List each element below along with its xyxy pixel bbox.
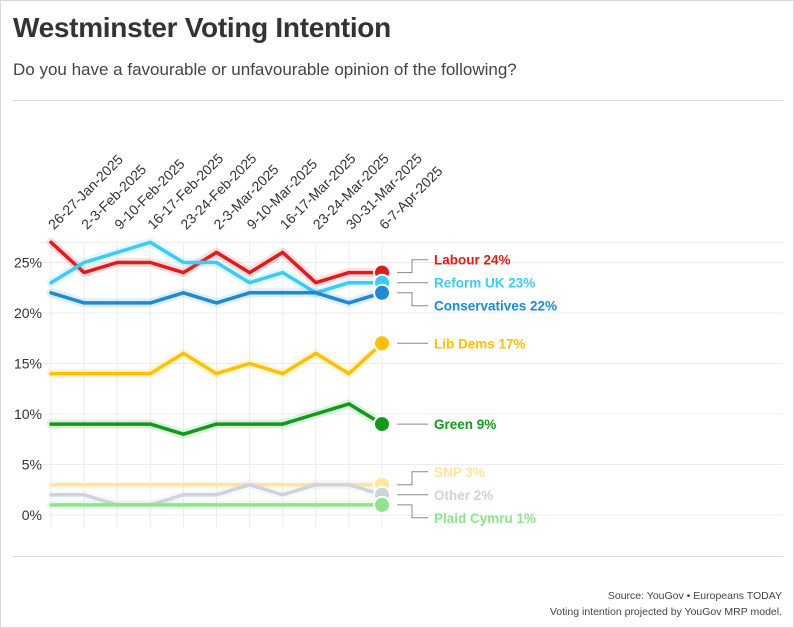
x-axis: 26-27-Jan-20252-3-Feb-20259-10-Feb-20251… <box>45 150 446 232</box>
end-point <box>375 336 389 351</box>
series-end-label: Other 2% <box>434 488 493 503</box>
series-line <box>49 240 384 285</box>
chart-title: Westminster Voting Intention <box>13 12 391 43</box>
source-note: Source: YouGov • Europeans TODAY Voting … <box>550 588 782 620</box>
series-lines <box>46 237 391 514</box>
series-end-label: Reform UK 23% <box>434 276 535 291</box>
y-tick-label: 5% <box>22 457 42 473</box>
y-axis: 0% 5% 10% 15% 20% 25% <box>14 255 42 524</box>
end-point <box>375 497 389 512</box>
y-tick-label: 20% <box>14 305 42 321</box>
leader-line <box>397 471 428 486</box>
y-tick-label: 25% <box>14 255 42 271</box>
gridlines <box>40 241 783 528</box>
series-line <box>49 341 384 376</box>
method-note: Voting intention projected by YouGov MRP… <box>549 606 782 618</box>
series-end-label: SNP 3% <box>434 465 485 480</box>
series-end-label: Plaid Cymru 1% <box>434 511 536 526</box>
series-end-label: Conservatives 22% <box>434 299 557 314</box>
series-end-label: Green 9% <box>434 417 496 432</box>
source-text: Source: YouGov • Europeans TODAY <box>607 590 782 602</box>
y-tick-label: 15% <box>14 356 42 372</box>
series-line <box>49 240 384 295</box>
y-tick-label: 0% <box>22 507 42 523</box>
series-end-label: Labour 24% <box>434 253 511 268</box>
leader-line <box>397 504 428 519</box>
end-point <box>375 285 389 300</box>
end-point <box>375 417 389 432</box>
series-line <box>49 482 384 507</box>
header-divider <box>12 100 783 101</box>
leader-line <box>397 259 428 274</box>
end-labels: Labour 24% Reform UK 23% Conservatives 22%… <box>397 253 557 526</box>
chart-subtitle: Do you have a favourable or unfavourable… <box>13 60 517 79</box>
series-line <box>49 402 384 436</box>
series-end-label: Lib Dems 17% <box>434 336 526 351</box>
leader-line <box>397 292 428 307</box>
footer-divider <box>12 556 783 557</box>
y-tick-label: 10% <box>14 406 42 422</box>
series-line <box>49 291 384 305</box>
